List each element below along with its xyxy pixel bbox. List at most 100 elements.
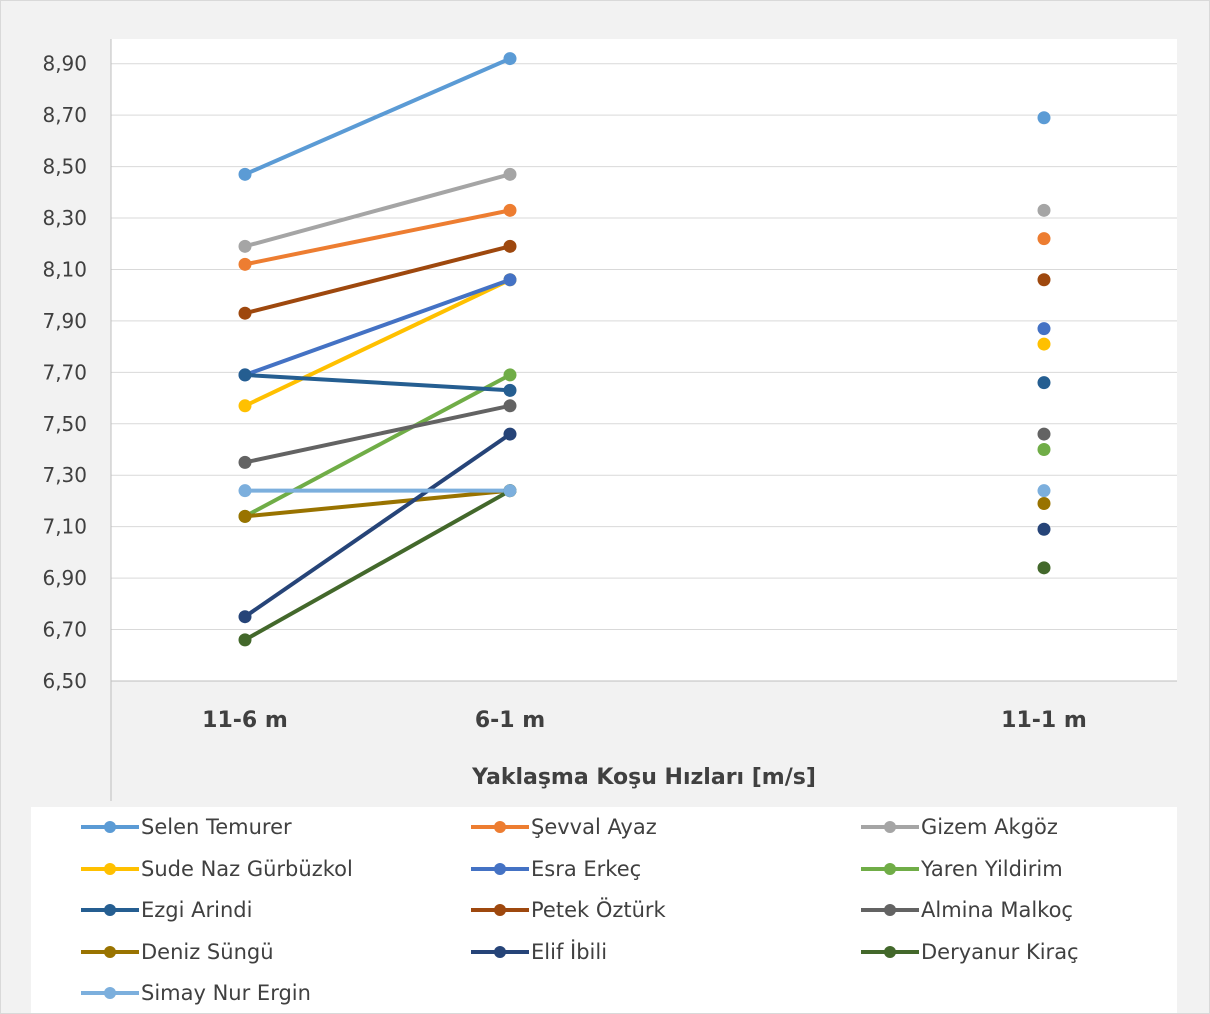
y-tick-label: 7,50 bbox=[42, 412, 87, 436]
legend-label: Elif İbili bbox=[531, 939, 608, 964]
y-tick-label: 8,70 bbox=[42, 103, 87, 127]
series-line-yaren-yildirim bbox=[244, 373, 511, 519]
series-line-petek-ozturk bbox=[244, 244, 511, 316]
legend-item: Deryanur Kiraç bbox=[861, 937, 1079, 967]
legend-item: Selen Temurer bbox=[81, 812, 292, 842]
legend-label: Deniz Süngü bbox=[141, 939, 274, 964]
legend-item: Simay Nur Ergin bbox=[81, 978, 311, 1008]
data-point-sevval-ayaz bbox=[1037, 232, 1051, 246]
legend-marker bbox=[81, 937, 139, 967]
y-tick-label: 7,70 bbox=[42, 360, 87, 384]
legend-marker bbox=[861, 854, 919, 884]
y-tick-label: 7,90 bbox=[42, 309, 87, 333]
legend-marker bbox=[81, 812, 139, 842]
legend-marker bbox=[471, 854, 529, 884]
legend-item: Sude Naz Gürbüzkol bbox=[81, 854, 353, 884]
gridlines bbox=[111, 63, 1177, 631]
legend-item: Elif İbili bbox=[471, 937, 607, 967]
y-tick-label: 7,10 bbox=[42, 515, 87, 539]
y-tick-label: 6,70 bbox=[42, 618, 87, 642]
data-point-selen-temurer bbox=[238, 167, 252, 181]
data-point-ezgi-arindi bbox=[238, 368, 252, 382]
data-point-sevval-ayaz bbox=[503, 203, 517, 217]
legend-item: Ezgi Arindi bbox=[81, 895, 252, 925]
y-tick-label: 8,10 bbox=[42, 257, 87, 281]
data-point-deryanur-kirac bbox=[238, 633, 252, 647]
data-point-ezgi-arindi bbox=[503, 383, 517, 397]
series-line-sude-naz-gurbuzkol bbox=[244, 277, 511, 408]
y-tick-label: 6,50 bbox=[42, 669, 87, 693]
legend-marker bbox=[861, 937, 919, 967]
data-point-esra-erkec bbox=[1037, 322, 1051, 336]
series-points bbox=[238, 52, 1051, 647]
legend-marker bbox=[861, 895, 919, 925]
series-line-deniz-sungu bbox=[244, 488, 511, 519]
x-axis-tick-labels: 11-6 m 6-1 m 11-1 m bbox=[202, 708, 1087, 733]
series-lines bbox=[243, 56, 512, 642]
data-point-yaren-yildirim bbox=[503, 368, 517, 382]
y-tick-label: 6,90 bbox=[42, 566, 87, 590]
legend-label: Petek Öztürk bbox=[531, 898, 666, 922]
data-point-deniz-sungu bbox=[238, 509, 252, 523]
y-tick-label: 8,90 bbox=[42, 52, 87, 76]
legend-item: Petek Öztürk bbox=[471, 895, 666, 925]
y-tick-label: 7,30 bbox=[42, 463, 87, 487]
legend-label: Şevval Ayaz bbox=[531, 815, 657, 839]
legend-item: Şevval Ayaz bbox=[471, 812, 657, 842]
data-point-sevval-ayaz bbox=[238, 257, 252, 271]
legend-label: Ezgi Arindi bbox=[141, 898, 253, 922]
data-point-petek-ozturk bbox=[503, 239, 517, 253]
data-point-yaren-yildirim bbox=[1037, 443, 1051, 457]
data-point-simay-nur-ergin bbox=[1037, 484, 1051, 498]
data-point-elif-ibili bbox=[238, 610, 252, 624]
x-axis-label: Yaklaşma Koşu Hızları [m/s] bbox=[471, 765, 816, 790]
legend-marker bbox=[471, 895, 529, 925]
series-line-gizem-akgoz bbox=[244, 172, 511, 249]
data-point-sude-naz-gurbuzkol bbox=[1037, 337, 1051, 351]
legend-item: Gizem Akgöz bbox=[861, 812, 1058, 842]
y-tick-label: 8,30 bbox=[42, 206, 87, 230]
x-tick-label: 6-1 m bbox=[475, 708, 545, 733]
legend-label: Yaren Yildirim bbox=[921, 856, 1063, 881]
data-point-petek-ozturk bbox=[238, 306, 252, 320]
data-point-almina-malkoc bbox=[1037, 427, 1051, 441]
legend-label: Selen Temurer bbox=[141, 815, 292, 839]
legend-label: Deryanur Kiraç bbox=[921, 939, 1079, 964]
x-tick-label: 11-6 m bbox=[202, 708, 288, 733]
series-line-elif-ibili bbox=[243, 432, 512, 619]
data-point-deryanur-kirac bbox=[1037, 561, 1051, 575]
data-point-simay-nur-ergin bbox=[238, 484, 252, 498]
legend-marker bbox=[81, 854, 139, 884]
legend: Selen Temurer Şevval Ayaz Gizem Akgöz Sude … bbox=[31, 807, 1177, 1013]
legend-label: Sude Naz Gürbüzkol bbox=[141, 856, 353, 881]
data-point-almina-malkoc bbox=[503, 399, 517, 413]
legend-marker bbox=[861, 812, 919, 842]
data-point-elif-ibili bbox=[1037, 522, 1051, 536]
legend-label: Simay Nur Ergin bbox=[141, 981, 311, 1005]
series-line-selen-temurer bbox=[244, 56, 511, 177]
data-point-almina-malkoc bbox=[238, 455, 252, 469]
series-line-ezgi-arindi bbox=[244, 372, 511, 393]
legend-marker bbox=[471, 812, 529, 842]
data-point-selen-temurer bbox=[503, 52, 517, 66]
legend-item: Deniz Süngü bbox=[81, 937, 274, 967]
data-point-gizem-akgoz bbox=[238, 239, 252, 253]
data-point-elif-ibili bbox=[503, 427, 517, 441]
legend-item: Almina Malkoç bbox=[861, 895, 1073, 925]
y-axis-tick-labels: 6,50 6,70 6,90 7,10 7,30 7,50 7,70 7,90 8,10 8,30… bbox=[42, 52, 87, 693]
legend-item: Esra Erkeç bbox=[471, 854, 641, 884]
data-point-selen-temurer bbox=[1037, 111, 1051, 125]
data-point-gizem-akgoz bbox=[503, 167, 517, 181]
data-point-gizem-akgoz bbox=[1037, 203, 1051, 217]
data-point-ezgi-arindi bbox=[1037, 376, 1051, 390]
data-point-sude-naz-gurbuzkol bbox=[238, 399, 252, 413]
legend-label: Esra Erkeç bbox=[531, 856, 642, 881]
data-point-petek-ozturk bbox=[1037, 273, 1051, 287]
legend-marker bbox=[471, 937, 529, 967]
series-line-esra-erkec bbox=[244, 277, 511, 377]
legend-item: Yaren Yildirim bbox=[861, 854, 1063, 884]
plot-background bbox=[111, 39, 1177, 681]
series-line-sevval-ayaz bbox=[244, 208, 511, 267]
